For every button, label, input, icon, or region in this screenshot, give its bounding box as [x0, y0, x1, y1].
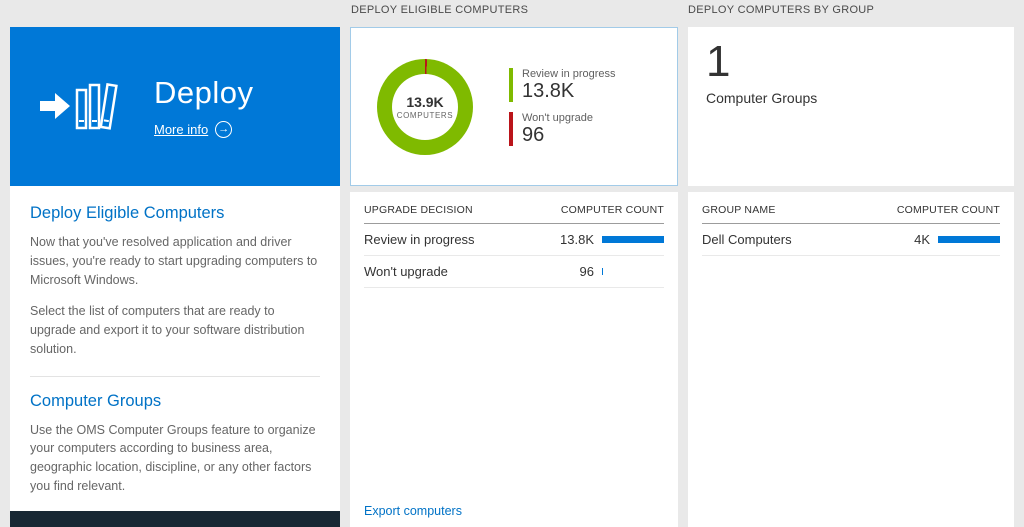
description-card: Deploy Eligible Computers Now that you'v… — [10, 186, 340, 514]
column-header-group-name: GROUP NAME — [702, 204, 776, 216]
column-header-computer-count: COMPUTER COUNT — [560, 204, 664, 216]
eligible-computers-chart-card[interactable]: 13.9K COMPUTERS Review in progress 13.8K… — [350, 27, 678, 186]
computer-groups-count-card[interactable]: 1 Computer Groups — [688, 27, 1014, 186]
row-value-cell: 96 — [552, 264, 664, 279]
section-computer-groups: Computer Groups Use the OMS Computer Gro… — [30, 375, 320, 496]
row-value: 13.8K — [560, 232, 594, 247]
donut-center-value: 13.9K — [406, 93, 444, 110]
table-header-row: UPGRADE DECISION COMPUTER COUNT — [364, 192, 664, 224]
legend-label: Review in progress — [522, 67, 616, 80]
legend-swatch-red — [509, 111, 513, 146]
upgrade-decision-table: UPGRADE DECISION COMPUTER COUNT Review i… — [350, 192, 678, 527]
legend-item-wont-upgrade: Won't upgrade 96 — [509, 111, 616, 146]
section-heading: Deploy Eligible Computers — [30, 204, 225, 222]
legend-text: Review in progress 13.8K — [522, 68, 616, 102]
row-bar — [602, 236, 664, 243]
column-header-computer-count: COMPUTER COUNT — [896, 204, 1000, 216]
legend-swatch-green — [509, 67, 513, 102]
row-value: 4K — [914, 232, 930, 247]
row-value-cell: 4K — [888, 232, 1000, 247]
row-bar-fill — [938, 236, 1000, 243]
legend-item-review-in-progress: Review in progress 13.8K — [509, 67, 616, 102]
legend-value: 13.8K — [522, 79, 575, 102]
table-row[interactable]: Won't upgrade 96 — [364, 256, 664, 288]
donut-chart[interactable]: 13.9K COMPUTERS — [377, 58, 473, 155]
arrow-right-circle-icon: → — [215, 121, 233, 138]
blade-title: Deploy — [154, 75, 254, 110]
right-column-header: DEPLOY COMPUTERS BY GROUP — [688, 4, 875, 16]
column-header-upgrade-decision: UPGRADE DECISION — [364, 204, 473, 216]
row-value-cell: 13.8K — [552, 232, 664, 247]
row-bar-fill — [602, 236, 664, 243]
deploy-tile: Deploy More info → — [10, 27, 340, 186]
row-bar — [938, 236, 1000, 243]
left-footer-bar — [10, 511, 340, 527]
section-heading: Computer Groups — [30, 391, 162, 410]
row-label: Dell Computers — [702, 232, 792, 247]
group-table: GROUP NAME COMPUTER COUNT Dell Computers… — [688, 192, 1014, 527]
export-computers-link[interactable]: Export computers — [364, 504, 462, 518]
legend-value: 96 — [522, 123, 545, 146]
group-count-label: Computer Groups — [706, 89, 818, 106]
row-bar — [602, 268, 664, 275]
table-row[interactable]: Review in progress 13.8K — [364, 224, 664, 256]
chart-legend: Review in progress 13.8K Won't upgrade 9… — [509, 67, 616, 146]
section-paragraph: Use the OMS Computer Groups feature to o… — [30, 422, 316, 493]
row-label: Won't upgrade — [364, 264, 448, 279]
legend-text: Won't upgrade 96 — [522, 112, 593, 146]
section-paragraph: Select the list of computers that are re… — [30, 304, 305, 356]
section-paragraph: Now that you've resolved application and… — [30, 235, 318, 287]
row-bar-fill — [602, 268, 603, 275]
row-value: 96 — [579, 264, 594, 279]
deploy-icon — [40, 82, 118, 130]
more-info-link[interactable]: More info → — [154, 121, 254, 138]
table-header-row: GROUP NAME COMPUTER COUNT — [702, 192, 1000, 224]
donut-center: 13.9K COMPUTERS — [392, 73, 458, 140]
middle-column-header: DEPLOY ELIGIBLE COMPUTERS — [351, 4, 529, 16]
donut-center-label: COMPUTERS — [396, 110, 454, 120]
row-label: Review in progress — [364, 232, 475, 247]
legend-label: Won't upgrade — [522, 111, 594, 124]
table-row[interactable]: Dell Computers 4K — [702, 224, 1000, 256]
more-info-label: More info — [154, 122, 209, 137]
deploy-tile-text: Deploy More info → — [154, 75, 254, 138]
section-deploy-eligible: Deploy Eligible Computers Now that you'v… — [30, 204, 320, 359]
group-count-value: 1 — [706, 37, 731, 86]
